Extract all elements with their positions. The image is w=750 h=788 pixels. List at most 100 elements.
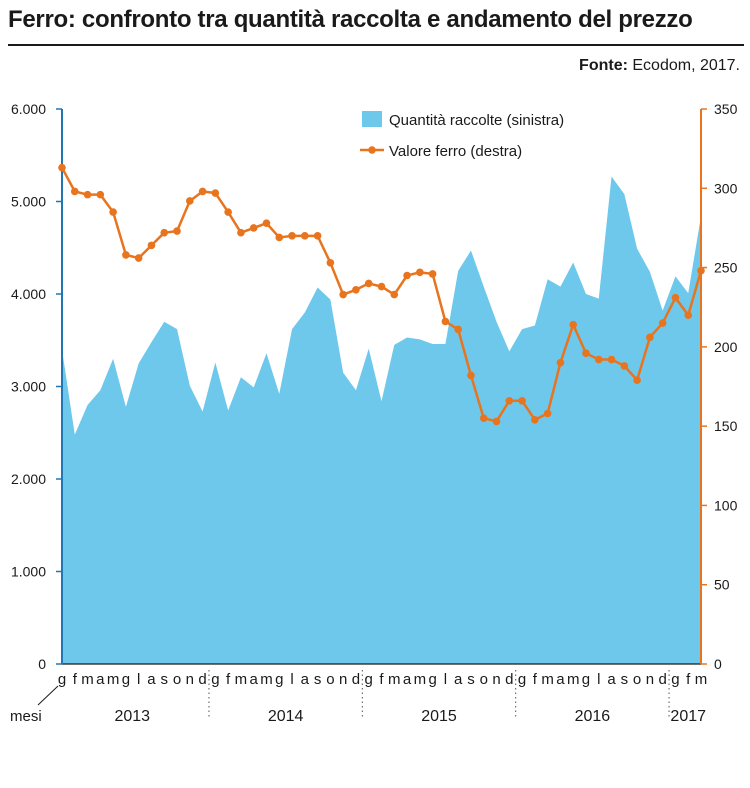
left-axis-tick-label: 1.000	[11, 564, 46, 580]
month-tick-label: g	[518, 671, 526, 688]
month-tick-label: l	[597, 671, 600, 688]
month-tick-label: a	[147, 671, 156, 688]
legend-line-marker	[368, 146, 376, 154]
line-point	[454, 325, 462, 334]
line-point	[543, 409, 552, 418]
x-axis-label: mesi	[10, 708, 42, 725]
month-tick-label: g	[582, 671, 590, 688]
line-point	[186, 197, 194, 205]
left-axis-tick-label: 5.000	[11, 194, 46, 210]
left-axis-tick-label: 6.000	[11, 101, 46, 117]
legend-line-label: Valore ferro (destra)	[389, 143, 522, 160]
line-point	[607, 355, 616, 364]
year-label: 2015	[421, 708, 457, 725]
left-axis-tick-label: 4.000	[11, 286, 46, 302]
month-tick-label: m	[107, 671, 120, 688]
line-point	[58, 163, 66, 172]
right-axis-tick-label: 200	[714, 339, 738, 355]
month-tick-label: m	[388, 671, 401, 688]
month-tick-label: g	[671, 671, 679, 688]
line-point	[313, 232, 322, 240]
month-tick-label: n	[339, 671, 347, 688]
month-tick-label: g	[275, 671, 283, 688]
month-tick-label: g	[365, 671, 373, 688]
legend-area-label: Quantità raccolte (sinistra)	[389, 112, 564, 129]
legend: Quantità raccolte (sinistra) Valore ferr…	[360, 111, 564, 160]
line-point	[416, 268, 424, 277]
line-point	[211, 189, 220, 197]
month-tick-label: o	[173, 671, 181, 688]
month-tick-label: o	[480, 671, 488, 688]
source-note: Fonte: Ecodom, 2017.	[579, 57, 740, 75]
month-tick-label: s	[160, 671, 168, 688]
line-point	[390, 290, 399, 299]
month-tick-label: n	[646, 671, 654, 688]
line-point	[505, 396, 514, 405]
year-label: 2014	[268, 708, 304, 725]
right-axis-tick-label: 300	[714, 180, 738, 196]
month-tick-label: o	[326, 671, 334, 688]
month-tick-label: n	[186, 671, 194, 688]
line-point	[147, 241, 156, 250]
source-label: Fonte:	[579, 57, 628, 74]
month-tick-label: s	[314, 671, 322, 688]
line-point	[288, 232, 296, 240]
left-axis-tick-label: 2.000	[11, 471, 46, 487]
month-tick-label: a	[301, 671, 310, 688]
right-axis-tick-label: 100	[714, 497, 738, 513]
right-axis-tick-label: 50	[714, 577, 730, 593]
month-tick-label: l	[137, 671, 140, 688]
left-axis-tick-label: 0	[38, 656, 46, 672]
line-point	[237, 228, 245, 237]
month-tick-label: m	[81, 671, 94, 688]
month-tick-label: m	[414, 671, 427, 688]
line-point	[262, 219, 271, 227]
month-tick-label: f	[533, 671, 538, 688]
chart-title: Ferro: confronto tra quantità raccolta e…	[8, 6, 693, 33]
line-point	[173, 227, 181, 235]
line-point	[275, 233, 284, 242]
line-point	[224, 208, 232, 216]
line-point	[467, 371, 475, 380]
line-point	[556, 358, 565, 367]
line-point	[479, 414, 488, 423]
year-label: 2013	[114, 708, 150, 725]
month-tick-label: a	[403, 671, 412, 688]
month-tick-label: g	[428, 671, 436, 688]
line-point	[83, 190, 92, 199]
month-tick-label: f	[686, 671, 691, 688]
line-point	[134, 254, 143, 262]
line-point	[364, 279, 373, 288]
line-point	[633, 376, 641, 384]
year-label: 2016	[575, 708, 611, 725]
line-point	[122, 251, 130, 259]
month-tick-label: m	[541, 671, 554, 688]
line-point	[301, 232, 309, 240]
line-point	[569, 320, 577, 329]
mesi-pointer	[37, 685, 59, 706]
month-tick-label: o	[633, 671, 641, 688]
month-tick-label: m	[567, 671, 580, 688]
month-tick-label: g	[211, 671, 219, 688]
month-tick-label: a	[454, 671, 463, 688]
line-point	[109, 208, 117, 216]
line-point	[352, 285, 360, 294]
legend-area-swatch	[362, 111, 382, 127]
line-point	[326, 259, 335, 267]
line-point	[249, 224, 258, 232]
month-tick-label: d	[658, 671, 666, 688]
line-point	[198, 187, 207, 196]
line-point	[658, 319, 667, 327]
right-axis-tick-label: 0	[714, 656, 722, 672]
line-point	[620, 362, 629, 370]
month-tick-label: l	[290, 671, 293, 688]
month-tick-label: g	[122, 671, 130, 688]
line-point	[428, 270, 437, 278]
month-tick-label: d	[198, 671, 206, 688]
line-point	[582, 349, 590, 358]
line-point	[671, 293, 680, 302]
month-tick-label: a	[556, 671, 565, 688]
line-point	[594, 355, 603, 364]
year-label: 2017	[670, 708, 706, 725]
